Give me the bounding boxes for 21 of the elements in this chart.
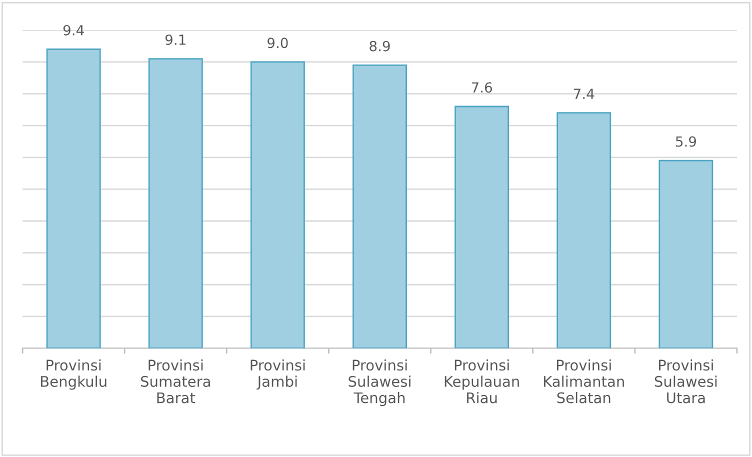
x-tick-label: Provinsi Jambi xyxy=(250,359,305,390)
bar xyxy=(556,112,612,348)
data-label: 9.4 xyxy=(63,24,84,36)
data-label: 9.1 xyxy=(165,34,186,45)
data-label: 5.9 xyxy=(676,136,696,147)
bar xyxy=(658,160,714,348)
bar xyxy=(454,106,510,348)
data-label: 9.0 xyxy=(268,38,288,48)
x-tick-label: Provinsi Bengkulu xyxy=(41,359,106,390)
bar xyxy=(250,61,305,348)
x-tick-label: Provinsi Sulawesi Tengah xyxy=(348,359,410,406)
x-tick-label: Provinsi Sumatera Barat xyxy=(140,359,210,404)
bar xyxy=(148,58,203,348)
data-label: 7.4 xyxy=(574,88,594,99)
x-tick-label: Provinsi Kalimantan Selatan xyxy=(544,359,624,404)
data-label: 7.6 xyxy=(472,82,492,93)
data-label: 8.9 xyxy=(370,40,390,52)
bar xyxy=(352,64,407,348)
x-tick-label: Provinsi Kepulauan Riau xyxy=(444,359,519,404)
x-tick-label: Provinsi Sulawesi Utara xyxy=(654,359,717,404)
bar xyxy=(46,48,101,348)
